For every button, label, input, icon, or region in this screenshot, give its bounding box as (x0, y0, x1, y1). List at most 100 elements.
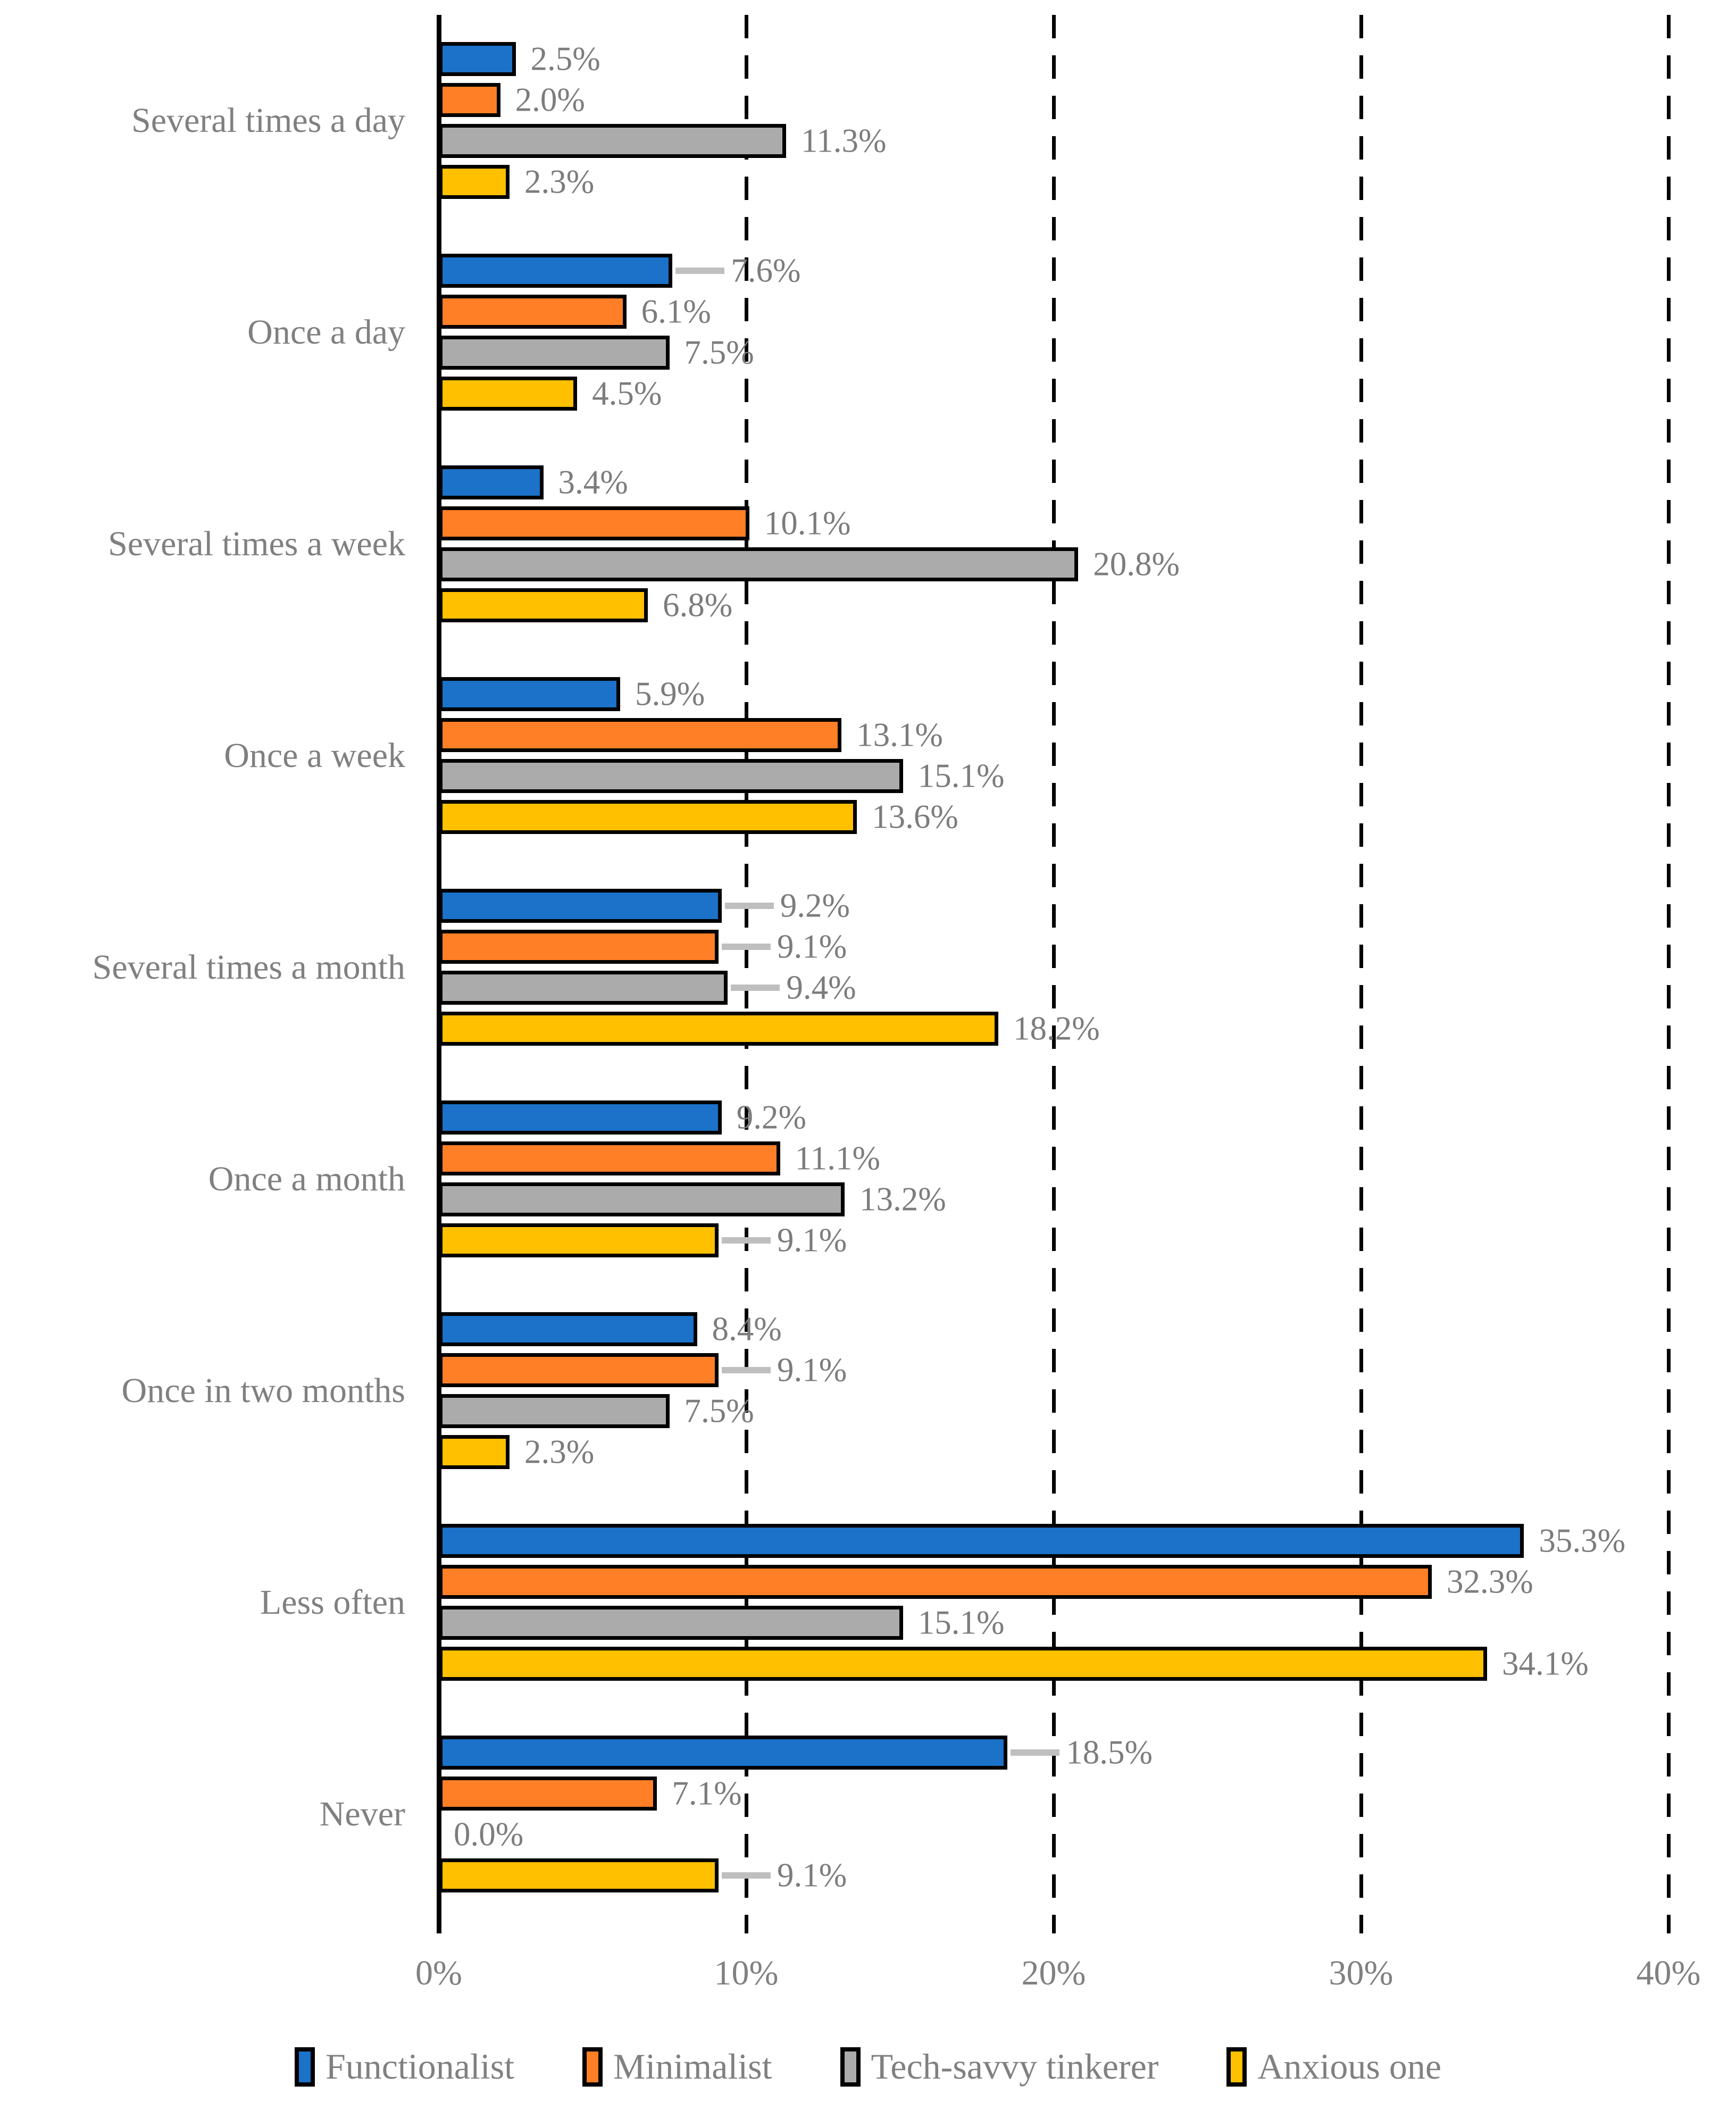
bar-line: 4.5% (439, 377, 1668, 411)
bar (439, 1012, 998, 1046)
bar-line: 20.8% (439, 547, 1668, 581)
value-label: 3.4% (558, 463, 628, 501)
value-label: 7.6% (731, 252, 801, 289)
bar-line: 5.9% (439, 677, 1668, 711)
bar-line: 6.1% (439, 295, 1668, 329)
bar-line: 18.5% (439, 1736, 1668, 1770)
value-label: 7.5% (684, 333, 754, 371)
bar-line: 11.1% (439, 1141, 1668, 1175)
category-label: Once a month (208, 1160, 405, 1198)
value-label: 9.2% (780, 887, 850, 924)
value-label: 13.1% (856, 716, 943, 754)
bar-line: 13.2% (439, 1182, 1668, 1216)
category-label: Once a week (224, 736, 405, 775)
bar (439, 42, 516, 76)
bar-line: 11.3% (439, 124, 1668, 158)
bar (439, 1435, 510, 1469)
bar-line: 2.5% (439, 42, 1668, 76)
legend-item: Functionalist (294, 2046, 515, 2088)
bar-line: 32.3% (439, 1565, 1668, 1599)
value-label: 18.5% (1066, 1733, 1153, 1771)
bar (439, 165, 510, 199)
bar (439, 83, 500, 117)
gridline (1359, 15, 1363, 1933)
bar (439, 1100, 722, 1135)
bar (439, 1565, 1432, 1599)
value-label: 15.1% (917, 1604, 1005, 1641)
bar (439, 1141, 780, 1175)
value-label: 6.8% (663, 586, 733, 624)
x-tick-label: 10% (714, 1954, 779, 1992)
value-label: 9.1% (777, 1351, 847, 1389)
value-label: 35.3% (1539, 1522, 1626, 1559)
legend-swatch (294, 2047, 315, 2087)
category-label: Several times a week (108, 524, 405, 563)
bar (439, 465, 544, 499)
category-label: Never (319, 1795, 405, 1833)
bar-group: 8.4% 9.1% 7.5% 2.3% (439, 1285, 1668, 1497)
value-label: 10.1% (764, 504, 851, 542)
bar-line: 13.1% (439, 718, 1668, 752)
bar-line: 7.5% (439, 336, 1668, 370)
bar-group: 18.5% 7.1% 0.0% 9.1% (439, 1708, 1668, 1920)
legend-label: Minimalist (613, 2046, 772, 2087)
bar (439, 336, 670, 370)
bar-line: 0.0% (439, 1817, 1668, 1852)
bar (439, 1312, 697, 1346)
bar (439, 1524, 1524, 1558)
bar-group: 35.3% 32.3% 15.1% 34.1% (439, 1497, 1668, 1708)
value-label: 20.8% (1093, 545, 1180, 583)
value-label: 9.1% (777, 928, 847, 965)
gridline (745, 15, 748, 1933)
value-label: 7.1% (672, 1774, 742, 1812)
bar (439, 295, 627, 329)
bar (439, 377, 578, 411)
bar-group: 5.9% 13.1% 15.1% 13.6% (439, 650, 1668, 862)
bar (439, 506, 749, 540)
leader-line (724, 903, 774, 909)
legend-swatch (840, 2047, 861, 2087)
bar (439, 1606, 903, 1640)
bar (439, 588, 648, 622)
value-label: 2.3% (524, 163, 595, 201)
value-label: 7.5% (684, 1392, 754, 1430)
bar (439, 800, 857, 834)
legend-label: Functionalist (325, 2046, 515, 2087)
bar-line: 2.3% (439, 165, 1668, 199)
bar-line: 9.2% (439, 1100, 1668, 1135)
bar-line: 35.3% (439, 1524, 1668, 1558)
bar-line: 34.1% (439, 1647, 1668, 1681)
value-label: 2.0% (515, 81, 585, 119)
bar (439, 1353, 719, 1387)
bar-line: 2.0% (439, 83, 1668, 117)
value-label: 0.0% (454, 1815, 524, 1853)
leader-line (721, 1872, 771, 1879)
legend: Functionalist Minimalist Tech-savvy tinker… (0, 2046, 1736, 2088)
x-axis-tick-labels: 0% 10% 20% 30% 40% (415, 1953, 1700, 2001)
bar (439, 677, 621, 711)
legend-item: Minimalist (582, 2046, 772, 2088)
bar (439, 889, 722, 923)
value-label: 34.1% (1501, 1645, 1589, 1682)
category-label: Once a day (247, 313, 405, 352)
value-label: 2.3% (524, 1433, 595, 1471)
value-label: 15.1% (917, 757, 1005, 795)
bar-group: 3.4% 10.1% 20.8% 6.8% (439, 438, 1668, 650)
bar (439, 1858, 719, 1892)
bar-line: 9.1% (439, 1223, 1668, 1257)
value-label: 9.2% (736, 1098, 806, 1136)
leader-line (721, 1367, 771, 1373)
leader-line (721, 1237, 771, 1244)
bar-line: 7.5% (439, 1394, 1668, 1428)
value-label: 5.9% (635, 675, 705, 713)
legend-item: Anxious one (1226, 2046, 1441, 2088)
bar (439, 1223, 719, 1257)
x-tick-label: 20% (1021, 1954, 1086, 1992)
bar-line: 2.3% (439, 1435, 1668, 1469)
x-tick-label: 30% (1329, 1954, 1393, 1992)
value-label: 9.1% (777, 1221, 847, 1259)
bar-line: 10.1% (439, 506, 1668, 540)
bar-line: 18.2% (439, 1012, 1668, 1046)
category-label: Several times a day (131, 101, 405, 140)
value-label: 8.4% (712, 1310, 782, 1348)
